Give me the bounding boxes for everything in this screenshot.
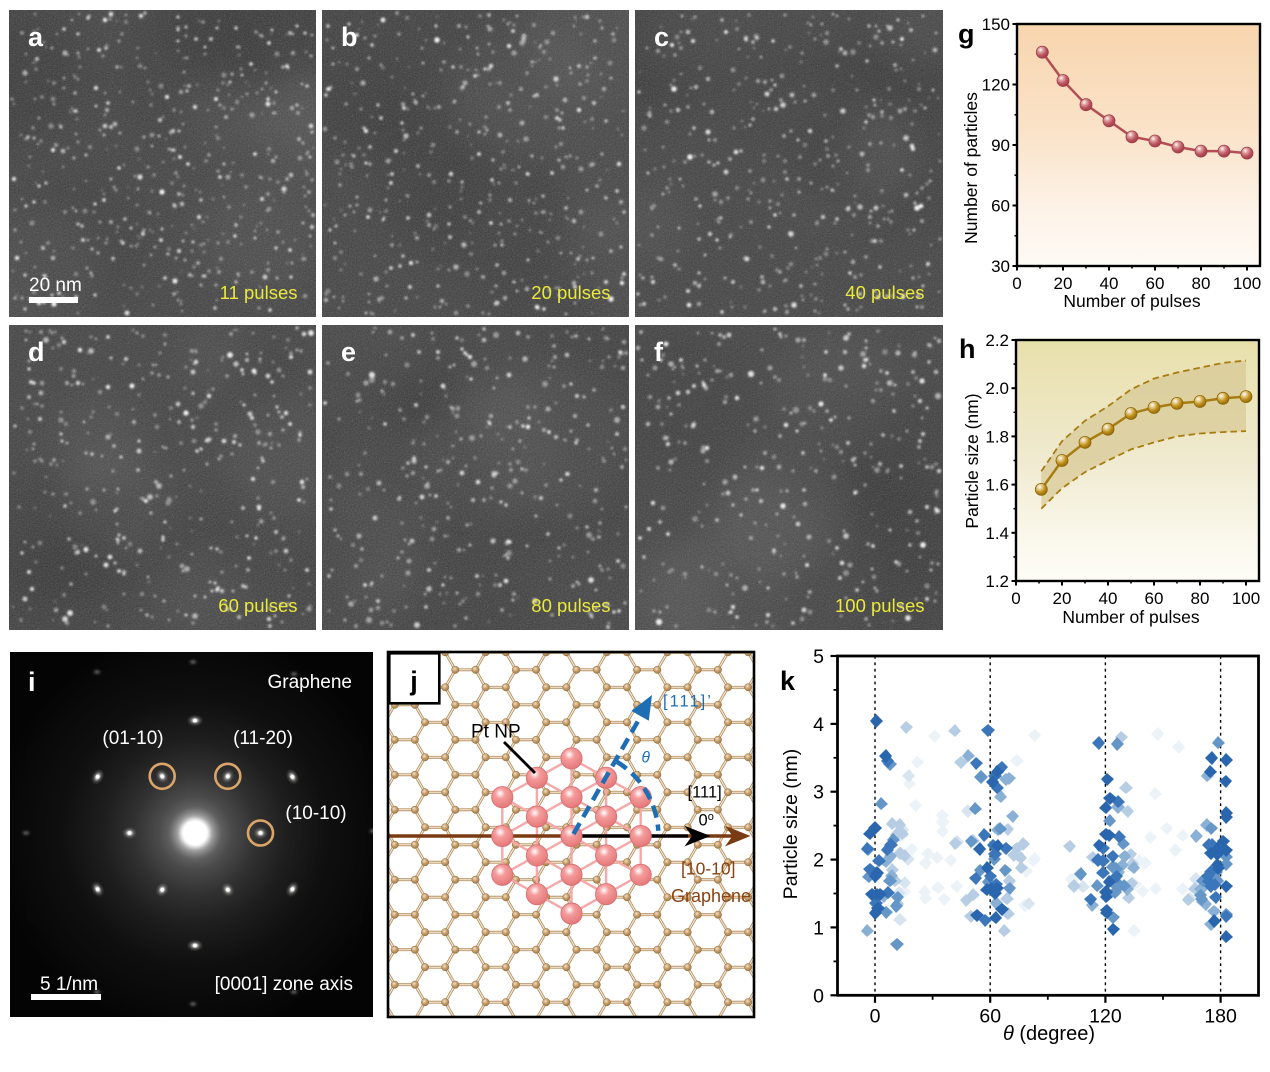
svg-text:g: g bbox=[958, 19, 975, 49]
svg-text:60: 60 bbox=[991, 197, 1010, 216]
svg-text:120: 120 bbox=[1089, 1005, 1122, 1027]
svg-text:Number of particles: Number of particles bbox=[961, 92, 981, 244]
svg-text:20: 20 bbox=[1053, 589, 1072, 608]
svg-text:θ (degree): θ (degree) bbox=[1003, 1023, 1095, 1045]
svg-text:80 pulses: 80 pulses bbox=[531, 595, 610, 616]
svg-text:θ: θ bbox=[641, 750, 650, 767]
svg-text:Particle size (nm): Particle size (nm) bbox=[962, 393, 982, 528]
svg-text:(01-10): (01-10) bbox=[102, 728, 163, 749]
svg-text:c: c bbox=[654, 22, 669, 52]
svg-text:120: 120 bbox=[982, 76, 1010, 95]
svg-text:a: a bbox=[28, 22, 44, 52]
svg-text:f: f bbox=[654, 337, 664, 367]
svg-text:Pt NP: Pt NP bbox=[471, 722, 521, 743]
svg-text:1: 1 bbox=[813, 917, 824, 939]
svg-text:80: 80 bbox=[1191, 589, 1210, 608]
svg-text:5 1/nm: 5 1/nm bbox=[40, 974, 98, 995]
svg-text:60: 60 bbox=[1145, 589, 1164, 608]
svg-text:[10-10]: [10-10] bbox=[681, 859, 735, 879]
svg-text:1.8: 1.8 bbox=[985, 427, 1009, 446]
svg-text:k: k bbox=[780, 666, 796, 696]
svg-text:i: i bbox=[28, 667, 36, 697]
svg-text:60 pulses: 60 pulses bbox=[218, 595, 297, 616]
svg-text:Number of pulses: Number of pulses bbox=[1062, 607, 1199, 627]
svg-text:80: 80 bbox=[1192, 274, 1211, 293]
svg-text:1.2: 1.2 bbox=[985, 572, 1009, 591]
svg-text:Graphene: Graphene bbox=[671, 886, 751, 906]
svg-text:h: h bbox=[959, 334, 976, 364]
svg-text:150: 150 bbox=[982, 15, 1010, 34]
svg-text:1.6: 1.6 bbox=[985, 476, 1009, 495]
svg-text:20: 20 bbox=[1054, 274, 1073, 293]
svg-text:40 pulses: 40 pulses bbox=[845, 282, 924, 303]
svg-text:100: 100 bbox=[1232, 589, 1260, 608]
svg-text:2.2: 2.2 bbox=[985, 331, 1009, 350]
svg-text:180: 180 bbox=[1204, 1005, 1237, 1027]
svg-text:Particle size (nm): Particle size (nm) bbox=[780, 749, 802, 900]
svg-text:d: d bbox=[28, 337, 45, 367]
svg-text:b: b bbox=[341, 22, 358, 52]
svg-text:2.0: 2.0 bbox=[985, 379, 1009, 398]
svg-text:0: 0 bbox=[1011, 589, 1020, 608]
svg-text:60: 60 bbox=[1146, 274, 1165, 293]
svg-text:2: 2 bbox=[813, 850, 824, 872]
svg-text:0: 0 bbox=[813, 985, 824, 1007]
svg-text:1.4: 1.4 bbox=[985, 524, 1009, 543]
svg-text:0: 0 bbox=[870, 1005, 881, 1027]
svg-text:(10-10): (10-10) bbox=[285, 803, 346, 824]
svg-text:20 pulses: 20 pulses bbox=[531, 282, 610, 303]
svg-text:4: 4 bbox=[813, 714, 824, 736]
svg-text:40: 40 bbox=[1099, 589, 1118, 608]
svg-text:90: 90 bbox=[991, 136, 1010, 155]
svg-text:Graphene: Graphene bbox=[267, 672, 352, 693]
svg-text:Number of pulses: Number of pulses bbox=[1063, 291, 1200, 311]
svg-text:30: 30 bbox=[991, 257, 1010, 276]
svg-text:(11-20): (11-20) bbox=[233, 728, 293, 749]
svg-text:20 nm: 20 nm bbox=[29, 275, 82, 296]
svg-text:e: e bbox=[341, 337, 356, 367]
svg-text:100 pulses: 100 pulses bbox=[835, 595, 924, 616]
svg-text:5: 5 bbox=[813, 646, 824, 668]
svg-text:j: j bbox=[409, 666, 418, 696]
svg-text:[111]’: [111]’ bbox=[663, 693, 713, 711]
svg-text:[111]: [111] bbox=[688, 784, 722, 802]
svg-text:100: 100 bbox=[1233, 274, 1261, 293]
svg-text:0: 0 bbox=[1012, 274, 1021, 293]
svg-text:60: 60 bbox=[979, 1005, 1001, 1027]
svg-text:[0001] zone axis: [0001] zone axis bbox=[215, 974, 353, 995]
svg-text:3: 3 bbox=[813, 782, 824, 804]
svg-text:11 pulses: 11 pulses bbox=[220, 282, 298, 303]
svg-text:40: 40 bbox=[1100, 274, 1119, 293]
